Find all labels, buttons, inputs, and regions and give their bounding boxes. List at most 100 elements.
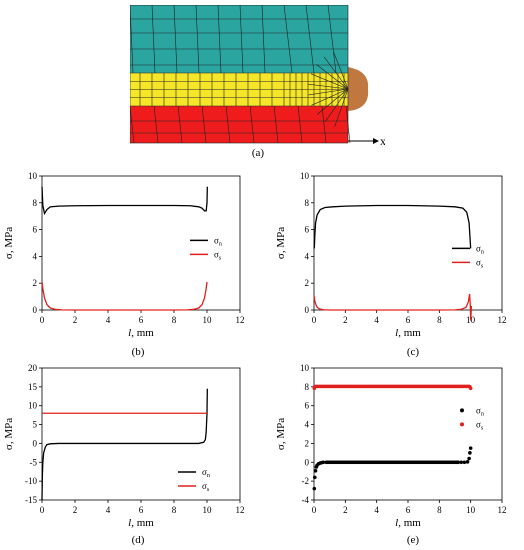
mesh-line bbox=[297, 105, 303, 144]
data-point bbox=[313, 468, 318, 473]
data-point bbox=[467, 456, 471, 461]
y-tick-label: 2 bbox=[305, 278, 310, 288]
legend-label-sigma_n: σn bbox=[476, 405, 484, 417]
mesh-line bbox=[310, 73, 349, 90]
mesh-line bbox=[261, 5, 266, 74]
y-tick-label: 4 bbox=[305, 420, 310, 430]
series-line-sigma_n bbox=[313, 204, 472, 249]
mesh-weld-bead bbox=[348, 67, 369, 111]
data-point bbox=[467, 384, 471, 389]
series-line-sigma_s bbox=[313, 293, 473, 321]
legend-label-sigma_n: σn bbox=[214, 235, 222, 247]
series-line-sigma_n bbox=[41, 186, 208, 216]
mesh-line bbox=[151, 5, 156, 74]
x-axis-label: l, mm bbox=[395, 327, 421, 339]
legend-label-sigma_s: σs bbox=[476, 419, 484, 431]
data-point bbox=[321, 460, 326, 465]
y-tick-label: 10 bbox=[300, 363, 310, 373]
x-tick-label: 0 bbox=[40, 505, 45, 515]
y-tick-label: -10 bbox=[25, 476, 37, 486]
mesh-line bbox=[321, 105, 327, 144]
data-point bbox=[312, 486, 317, 491]
mesh-border bbox=[130, 5, 349, 144]
x-tick-label: 12 bbox=[236, 315, 245, 325]
x-tick-label: 4 bbox=[106, 315, 111, 325]
mesh-line bbox=[173, 5, 178, 74]
mesh-line bbox=[316, 88, 349, 115]
series-points-sigma_n bbox=[312, 446, 473, 491]
x-tick-label: 2 bbox=[343, 315, 348, 325]
x-tick-label: 2 bbox=[73, 315, 78, 325]
legend-e: σn σs bbox=[460, 405, 484, 431]
data-point bbox=[456, 460, 460, 465]
x-axis-label: l, mm bbox=[395, 517, 421, 529]
mesh-line bbox=[323, 56, 349, 90]
x-tick-label: 12 bbox=[498, 505, 507, 515]
y-tick-label: 20 bbox=[28, 363, 38, 373]
x-tick-label: 6 bbox=[139, 315, 144, 325]
plot-frame bbox=[313, 175, 503, 311]
legend-label-sigma_s: σs bbox=[202, 481, 210, 493]
y-tick-label: 5 bbox=[33, 420, 38, 430]
mesh-line bbox=[308, 83, 349, 90]
mesh-line bbox=[305, 5, 315, 74]
axes-d: 0 2 4 6 8 10 12 -15 -10 -5 0 5 10 15 20 l, mm σ, MPa bbox=[3, 363, 245, 529]
panel-label-b: (b) bbox=[131, 346, 145, 358]
x-tick-label: 4 bbox=[374, 505, 379, 515]
x-tick-label: 12 bbox=[498, 315, 507, 325]
legend-swatch-sigma_n bbox=[460, 408, 464, 413]
mesh-line bbox=[333, 51, 349, 90]
y-tick-label: 0 bbox=[33, 305, 38, 315]
y-tick-label: 2 bbox=[305, 438, 310, 448]
mesh-line bbox=[225, 105, 231, 144]
mesh-line bbox=[273, 105, 279, 144]
legend-label-sigma_s: σs bbox=[476, 257, 484, 269]
data-point bbox=[462, 460, 467, 465]
mesh-line bbox=[334, 88, 349, 127]
x-tick-label: 4 bbox=[374, 315, 379, 325]
y-tick-label: 4 bbox=[305, 251, 310, 261]
mesh-line bbox=[316, 64, 349, 90]
series-line-sigma_n bbox=[41, 388, 208, 501]
y-tick-label: 6 bbox=[33, 225, 38, 235]
axes-e: 0 2 4 6 8 10 12 -4 -2 0 2 4 6 8 10 l, mm σ, MPa bbox=[275, 363, 507, 529]
y-tick-label: 6 bbox=[305, 401, 310, 411]
x-tick-label: 8 bbox=[437, 505, 442, 515]
mesh-line bbox=[327, 5, 337, 74]
mesh-line bbox=[195, 5, 200, 74]
y-tick-label: 10 bbox=[28, 171, 38, 181]
data-point bbox=[312, 475, 317, 480]
x-tick-label: 12 bbox=[236, 505, 245, 515]
mesh-line bbox=[153, 105, 159, 144]
plot-b: 0 2 4 6 8 10 12 0 2 4 6 8 10 l, mm σ, MPa σn σs bbox=[3, 171, 245, 339]
x-axis-arrow: x bbox=[348, 134, 385, 145]
y-tick-label: 0 bbox=[305, 457, 310, 467]
mesh-line bbox=[324, 88, 349, 122]
y-tick-label: -2 bbox=[302, 476, 310, 486]
legend-b: σn σs bbox=[190, 235, 222, 261]
x-axis-label: l, mm bbox=[128, 517, 154, 529]
mesh-top-region bbox=[130, 5, 348, 73]
mesh-line bbox=[311, 88, 349, 106]
x-tick-label: 8 bbox=[172, 505, 177, 515]
mesh-line bbox=[283, 5, 293, 74]
y-tick-label: 10 bbox=[300, 171, 310, 181]
plot-d: 0 2 4 6 8 10 12 -15 -10 -5 0 5 10 15 20 l, mm σ, MPa σn σs bbox=[3, 363, 245, 529]
data-point bbox=[468, 446, 473, 450]
y-tick-label: 4 bbox=[33, 251, 38, 261]
plot-frame bbox=[41, 175, 241, 311]
mesh-line bbox=[201, 105, 207, 144]
mesh-line bbox=[177, 105, 183, 144]
y-tick-label: -4 bbox=[302, 495, 310, 505]
y-axis-label: σ, MPa bbox=[275, 418, 287, 450]
y-tick-label: 0 bbox=[33, 438, 38, 448]
y-tick-label: 6 bbox=[305, 225, 310, 235]
y-axis-label: σ, MPa bbox=[3, 227, 15, 259]
x-tick-label: 2 bbox=[73, 505, 78, 515]
y-tick-label: 0 bbox=[305, 305, 310, 315]
y-axis-label: σ, MPa bbox=[275, 227, 287, 259]
x-tick-label: 0 bbox=[312, 315, 317, 325]
series-points-sigma_s bbox=[312, 384, 473, 391]
